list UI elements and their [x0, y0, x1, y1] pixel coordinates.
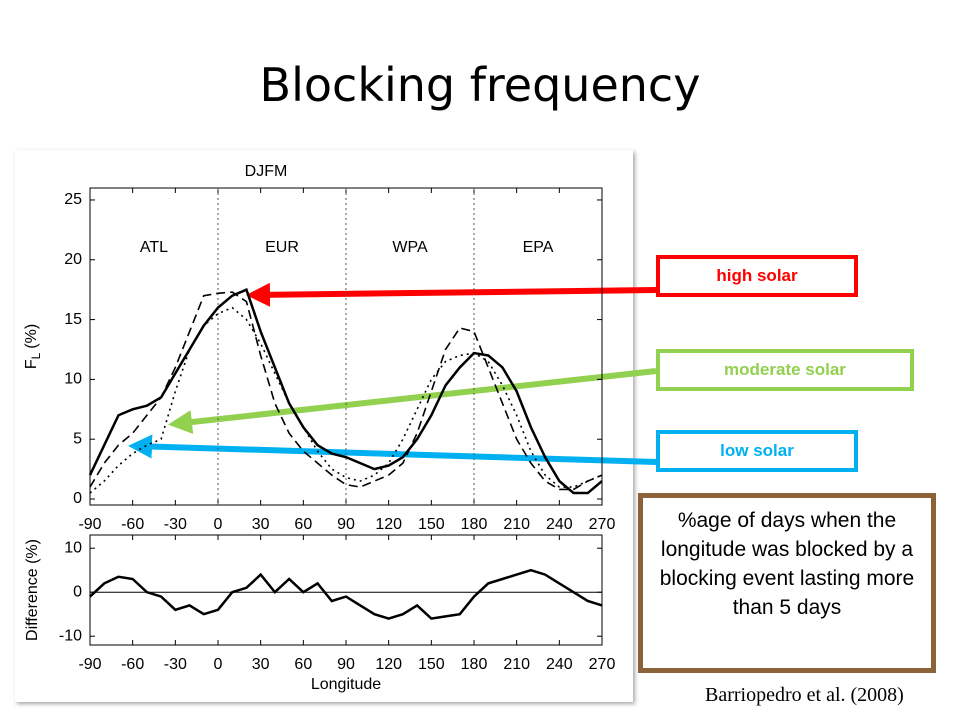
x-tick-label: 90 — [337, 656, 355, 673]
data-line — [89, 568, 603, 620]
data-line — [88, 288, 603, 495]
y-tick-label: 0 — [73, 490, 82, 507]
x-tick-label: -30 — [164, 516, 187, 533]
y-axis-label-part: (%) — [23, 324, 40, 349]
x-tick-label: 90 — [337, 516, 355, 533]
y-tick-label: 20 — [64, 251, 82, 268]
x-axis-label: Longitude — [311, 676, 381, 693]
x-tick-label: 180 — [461, 656, 488, 673]
y-axis-label-part: Difference (%) — [24, 539, 41, 641]
x-tick-label: 270 — [589, 516, 616, 533]
figure-panel — [15, 150, 633, 702]
note-box: %age of days when the longitude was bloc… — [638, 493, 936, 673]
x-tick-label: 150 — [418, 656, 445, 673]
x-tick-label: 210 — [503, 656, 530, 673]
x-tick-label: -90 — [78, 656, 101, 673]
x-tick-label: 120 — [375, 516, 402, 533]
region-label: EUR — [265, 239, 299, 256]
data-line — [89, 291, 603, 491]
x-tick-label: 60 — [294, 516, 312, 533]
x-tick-label: 210 — [503, 516, 530, 533]
x-tick-label: 0 — [214, 516, 223, 533]
y-tick-label: 10 — [64, 371, 82, 388]
arrow — [168, 368, 657, 434]
x-tick-label: -60 — [121, 656, 144, 673]
slide-title: Blocking frequency — [259, 58, 701, 112]
region-label: WPA — [392, 239, 428, 256]
x-tick-label: 0 — [214, 656, 223, 673]
y-axis-label-part: L — [29, 352, 43, 359]
x-tick-label: -30 — [164, 656, 187, 673]
x-tick-label: -60 — [121, 516, 144, 533]
x-tick-label: 240 — [546, 516, 573, 533]
region-label: ATL — [140, 239, 168, 256]
x-tick-label: 270 — [589, 656, 616, 673]
x-tick-label: -90 — [78, 516, 101, 533]
x-tick-label: 30 — [252, 516, 270, 533]
x-tick-label: 150 — [418, 516, 445, 533]
annotation-label: high solar — [656, 255, 858, 297]
data-line — [89, 306, 603, 494]
y-axis-label: Difference (%) — [24, 539, 41, 641]
annotation-label: low solar — [656, 430, 858, 472]
x-tick-label: 240 — [546, 656, 573, 673]
arrow — [128, 434, 657, 465]
y-tick-label: -10 — [59, 627, 82, 644]
y-tick-label: 0 — [73, 583, 82, 600]
chart-title: DJFM — [245, 163, 288, 180]
arrow — [246, 282, 657, 307]
x-tick-label: 60 — [294, 656, 312, 673]
x-tick-label: 30 — [252, 656, 270, 673]
x-tick-label: 120 — [375, 656, 402, 673]
y-axis-label-part: F — [23, 359, 40, 369]
region-label: EPA — [523, 239, 554, 256]
y-axis-label: FL (%) — [23, 324, 43, 369]
citation: Barriopedro et al. (2008) — [705, 684, 904, 706]
y-tick-label: 15 — [64, 311, 82, 328]
annotation-label: moderate solar — [656, 349, 914, 391]
y-tick-label: 5 — [73, 430, 82, 447]
y-tick-label: 25 — [64, 191, 82, 208]
y-tick-label: 10 — [64, 539, 82, 556]
x-tick-label: 180 — [461, 516, 488, 533]
